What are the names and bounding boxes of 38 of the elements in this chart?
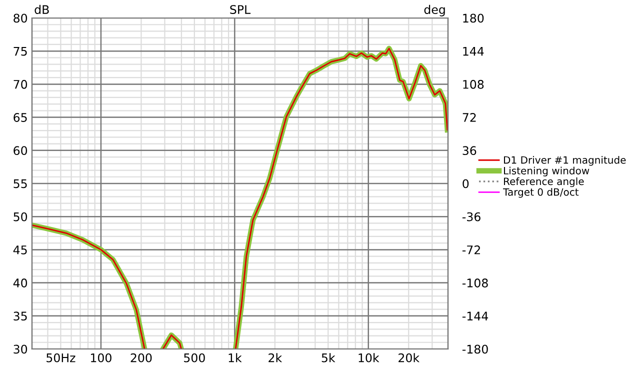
legend-label: D1 Driver #1 magnitude: [504, 156, 626, 166]
x-tick-label: 100: [90, 353, 112, 362]
y-tick-label: 55: [14, 179, 27, 188]
y-tick-label: 60: [14, 146, 28, 156]
x-tick-label: 1k: [228, 353, 242, 362]
y2-tick-label: 144: [463, 46, 484, 56]
x-tick-label: 500: [184, 353, 205, 362]
y-tick-label: 30: [14, 344, 28, 354]
x-tick-label: 10k: [358, 353, 380, 362]
y2-tick-label: 72: [462, 113, 476, 122]
y2-axis-title: deg: [424, 4, 445, 16]
y2-tick-label: 36: [462, 146, 476, 156]
y-tick-label: 50: [14, 212, 28, 222]
y2-tick-label: 0: [462, 179, 469, 188]
x-tick-label: 20k: [398, 353, 420, 362]
x-tick-label: 200: [130, 353, 152, 362]
legend-label: Reference angle: [504, 177, 584, 188]
legend-label: Listening window: [504, 166, 590, 176]
y-tick-label: 70: [14, 80, 28, 89]
legend-label: Target 0 dB/oct: [503, 188, 579, 198]
y-tick-label: 75: [14, 46, 27, 56]
x-tick-label: 5k: [322, 353, 336, 362]
y2-tick-label: 108: [463, 80, 484, 89]
x-tick-label: 2k: [268, 353, 282, 362]
chart-title: SPL: [230, 5, 251, 14]
y2-tick-label: -108: [462, 278, 488, 288]
y-tick-label: 45: [13, 246, 27, 254]
y-tick-label: 35: [14, 312, 27, 321]
y-tick-label: 40: [13, 278, 28, 288]
y2-tick-label: -72: [462, 245, 480, 254]
y2-tick-label: 180: [463, 14, 484, 23]
x-tick-label: 50Hz: [46, 353, 76, 362]
y-tick-label: 80: [14, 14, 28, 23]
y2-tick-label: -144: [462, 312, 488, 320]
y-axis-title: dB: [34, 4, 49, 14]
y2-tick-label: -180: [462, 344, 488, 354]
y-tick-label: 65: [14, 113, 27, 122]
y2-tick-label: -36: [462, 212, 480, 222]
